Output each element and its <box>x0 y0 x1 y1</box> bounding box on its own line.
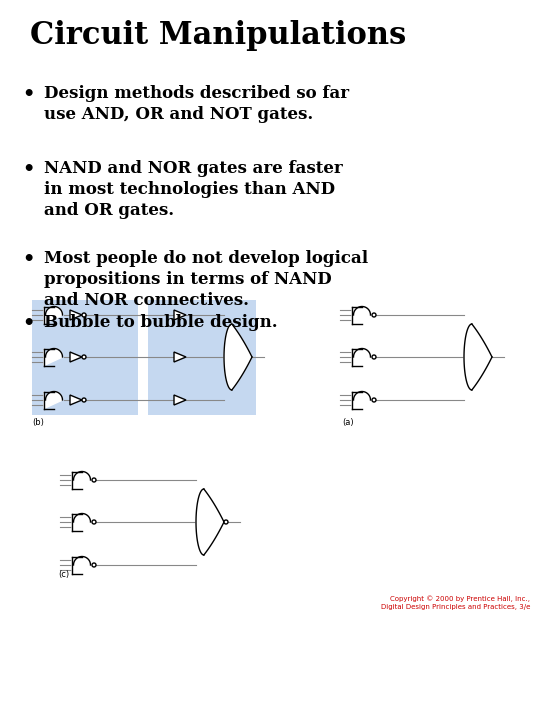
FancyBboxPatch shape <box>32 300 138 415</box>
Circle shape <box>82 313 86 317</box>
Polygon shape <box>72 513 91 531</box>
Polygon shape <box>44 307 63 323</box>
Circle shape <box>372 355 376 359</box>
Polygon shape <box>352 392 370 408</box>
Text: •: • <box>22 85 34 103</box>
Text: Circuit Manipulations: Circuit Manipulations <box>30 20 406 51</box>
Polygon shape <box>44 348 63 366</box>
Text: (b): (b) <box>32 418 44 427</box>
Circle shape <box>92 520 96 524</box>
Text: Bubble to bubble design.: Bubble to bubble design. <box>44 314 278 331</box>
Polygon shape <box>174 352 186 362</box>
Polygon shape <box>72 472 91 488</box>
Circle shape <box>224 520 228 524</box>
Text: (a): (a) <box>342 418 354 427</box>
Circle shape <box>82 355 86 359</box>
Polygon shape <box>70 352 82 362</box>
Polygon shape <box>70 310 82 320</box>
Polygon shape <box>174 395 186 405</box>
Polygon shape <box>352 307 370 323</box>
Polygon shape <box>196 489 224 555</box>
Circle shape <box>372 313 376 317</box>
Circle shape <box>372 398 376 402</box>
Text: •: • <box>22 314 34 332</box>
Text: •: • <box>22 160 34 178</box>
Circle shape <box>92 563 96 567</box>
FancyBboxPatch shape <box>148 300 256 415</box>
Text: Copyright © 2000 by Prentice Hall, Inc.,
Digital Design Principles and Practices: Copyright © 2000 by Prentice Hall, Inc.,… <box>381 595 530 610</box>
Text: (c): (c) <box>58 570 69 579</box>
Circle shape <box>92 478 96 482</box>
Text: •: • <box>22 250 34 268</box>
Polygon shape <box>224 324 252 390</box>
Text: Design methods described so far
use AND, OR and NOT gates.: Design methods described so far use AND,… <box>44 85 349 123</box>
Text: Most people do not develop logical
propositions in terms of NAND
and NOR connect: Most people do not develop logical propo… <box>44 250 368 309</box>
Polygon shape <box>174 310 186 320</box>
Polygon shape <box>72 557 91 574</box>
Polygon shape <box>70 395 82 405</box>
Polygon shape <box>464 324 492 390</box>
Text: NAND and NOR gates are faster
in most technologies than AND
and OR gates.: NAND and NOR gates are faster in most te… <box>44 160 343 219</box>
Polygon shape <box>44 392 63 408</box>
Circle shape <box>82 398 86 402</box>
Polygon shape <box>352 348 370 366</box>
